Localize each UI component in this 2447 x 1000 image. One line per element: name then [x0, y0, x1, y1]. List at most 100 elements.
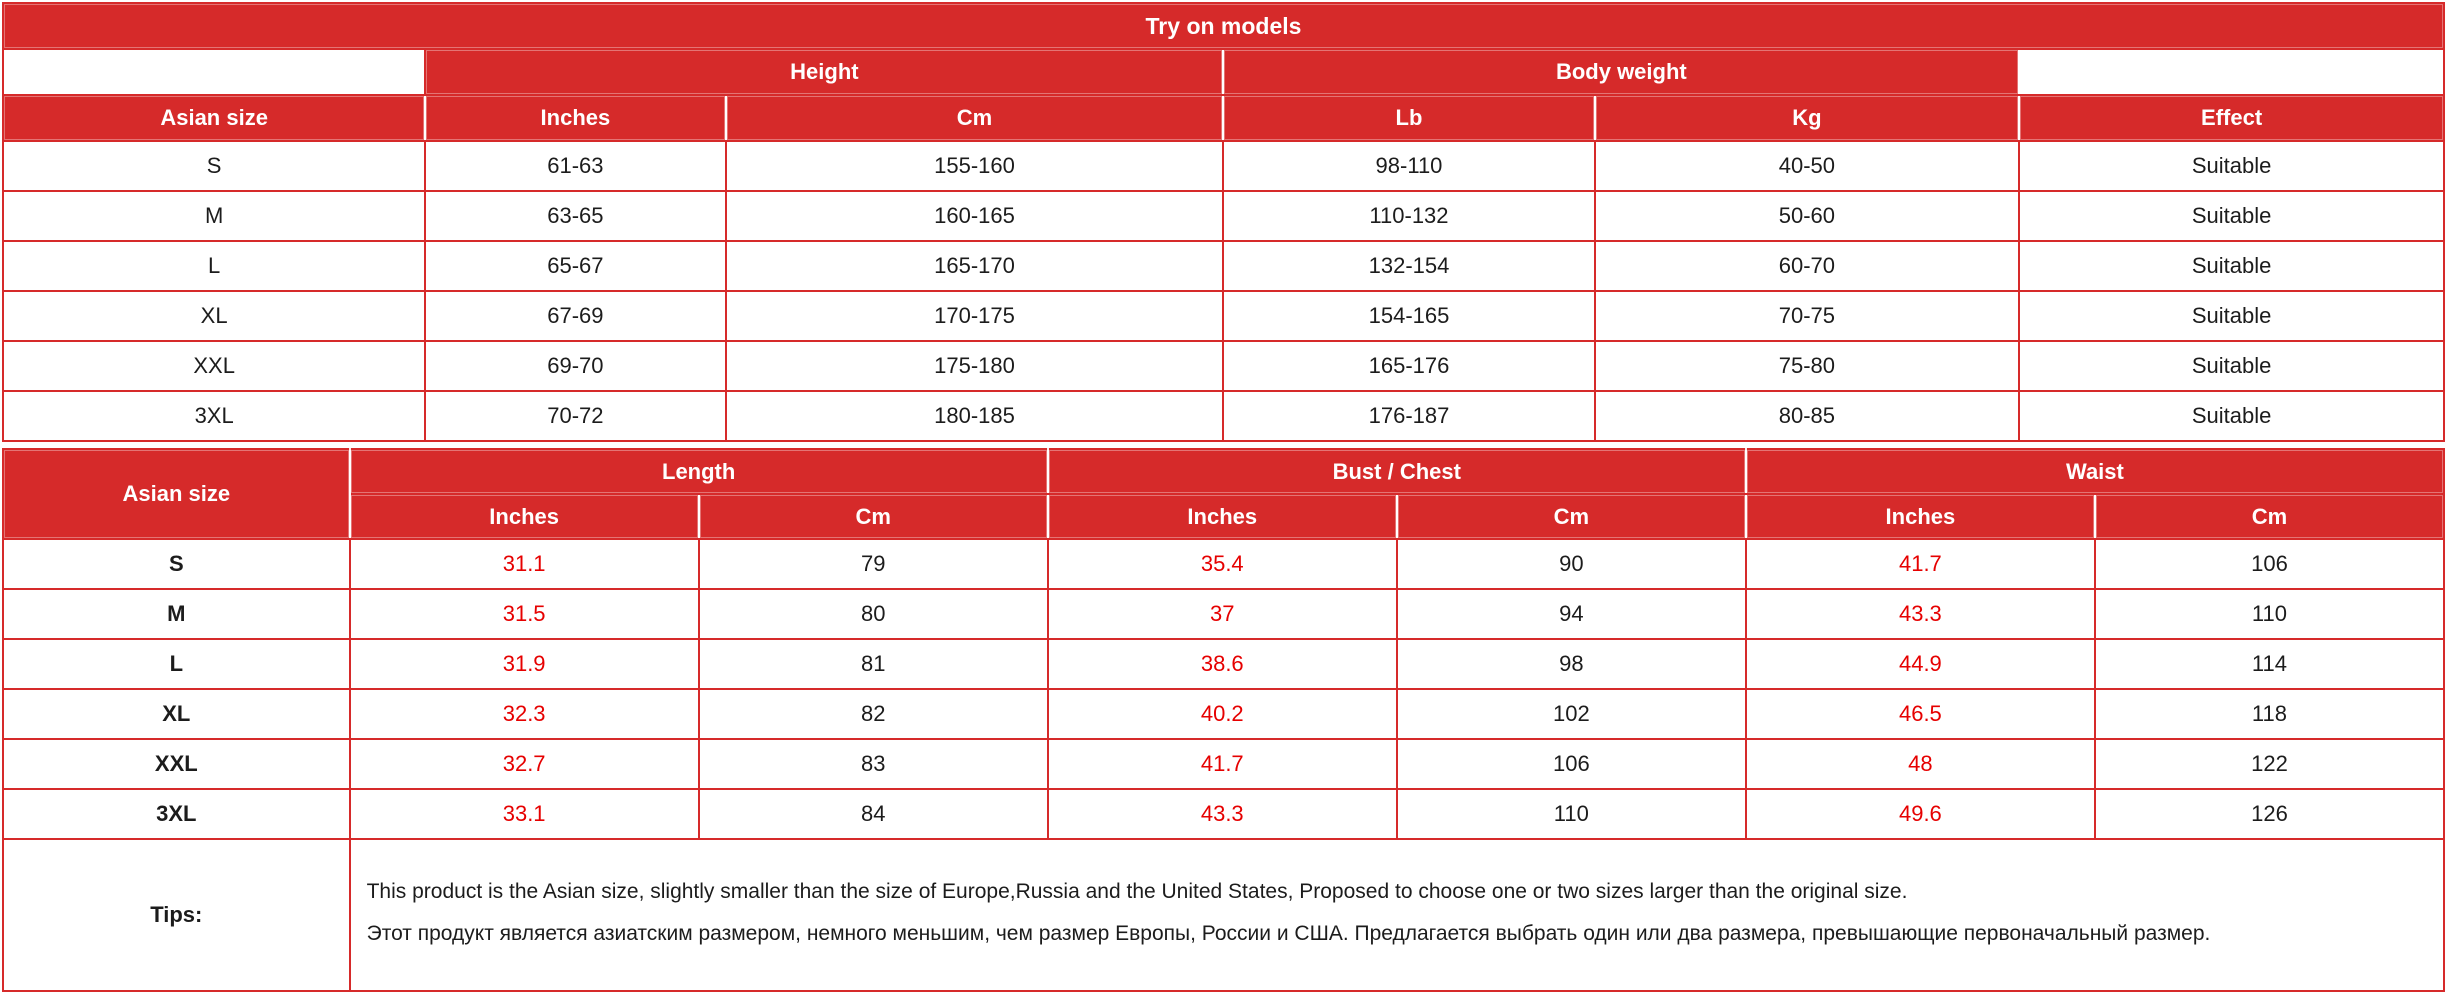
- waist-inches-cell: 44.9: [1744, 638, 2096, 690]
- tips-label: Tips:: [2, 838, 351, 992]
- effect-cell: Suitable: [2018, 390, 2445, 442]
- length-inches-cell: 31.5: [348, 588, 700, 640]
- length-inches-cell: 32.7: [348, 738, 700, 790]
- waist-cm-cell: 110: [2093, 588, 2446, 640]
- weight-lb-cell: 132-154: [1222, 240, 1596, 292]
- size-cell: XXL: [1, 340, 427, 392]
- title-row: Try on models: [2, 2, 2445, 50]
- bust-cm-cell: 94: [1395, 588, 1747, 640]
- try-on-models-table: Try on models Height Body weight Asian s…: [1, 2, 2445, 442]
- table-row: L 31.9 81 38.6 98 44.9 114: [2, 638, 2446, 690]
- table-row: S 61-63 155-160 98-110 40-50 Suitable: [1, 140, 2445, 192]
- waist-group-header: Waist: [1744, 448, 2446, 495]
- bust-inches-header: Inches: [1046, 493, 1398, 540]
- column-header-row: Asian size Inches Cm Lb Kg Effect: [1, 94, 2445, 142]
- effect-cell: Suitable: [2018, 190, 2445, 242]
- weight-lb-column-header: Lb: [1222, 94, 1596, 142]
- height-inches-column-header: Inches: [424, 94, 727, 142]
- length-cm-cell: 83: [697, 738, 1049, 790]
- table-row: M 31.5 80 37 94 43.3 110: [2, 588, 2446, 640]
- height-inches-cell: 70-72: [424, 390, 727, 442]
- length-cm-cell: 81: [697, 638, 1049, 690]
- height-inches-cell: 67-69: [424, 290, 727, 342]
- length-inches-header: Inches: [348, 493, 700, 540]
- table-title: Try on models: [2, 2, 2445, 50]
- bust-cm-header: Cm: [1395, 493, 1747, 540]
- size-cell: S: [2, 538, 351, 590]
- length-inches-cell: 31.1: [348, 538, 700, 590]
- bust-cm-cell: 106: [1395, 738, 1747, 790]
- weight-kg-cell: 75-80: [1593, 340, 2021, 392]
- table-row: S 31.1 79 35.4 90 41.7 106: [2, 538, 2446, 590]
- waist-inches-header: Inches: [1744, 493, 2096, 540]
- size-cell: L: [2, 638, 351, 690]
- garment-measurements-table: Asian size Length Bust / Chest Waist Inc…: [2, 448, 2446, 992]
- height-cm-cell: 175-180: [724, 340, 1225, 392]
- weight-lb-cell: 176-187: [1222, 390, 1596, 442]
- size-cell: L: [1, 240, 427, 292]
- group-header-row: Height Body weight: [1, 48, 2445, 96]
- height-inches-cell: 65-67: [424, 240, 727, 292]
- asian-size-header: Asian size: [2, 448, 351, 540]
- empty-corner-cell: [1, 48, 427, 96]
- bust-inches-cell: 41.7: [1046, 738, 1398, 790]
- tips-text: This product is the Asian size, slightly…: [348, 838, 2446, 992]
- waist-inches-cell: 41.7: [1744, 538, 2096, 590]
- waist-inches-cell: 48: [1744, 738, 2096, 790]
- weight-kg-cell: 50-60: [1593, 190, 2021, 242]
- waist-cm-cell: 114: [2093, 638, 2446, 690]
- length-cm-cell: 79: [697, 538, 1049, 590]
- height-cm-cell: 160-165: [724, 190, 1225, 242]
- size-cell: 3XL: [2, 788, 351, 840]
- waist-inches-cell: 43.3: [1744, 588, 2096, 640]
- height-cm-column-header: Cm: [724, 94, 1225, 142]
- size-cell: M: [2, 588, 351, 640]
- weight-lb-cell: 165-176: [1222, 340, 1596, 392]
- bust-cm-cell: 110: [1395, 788, 1747, 840]
- size-cell: S: [1, 140, 427, 192]
- bust-cm-cell: 98: [1395, 638, 1747, 690]
- bust-cm-cell: 90: [1395, 538, 1747, 590]
- table-row: 3XL 70-72 180-185 176-187 80-85 Suitable: [1, 390, 2445, 442]
- weight-kg-cell: 80-85: [1593, 390, 2021, 442]
- bust-inches-cell: 40.2: [1046, 688, 1398, 740]
- tips-row: Tips: This product is the Asian size, sl…: [2, 838, 2446, 992]
- length-cm-header: Cm: [697, 493, 1049, 540]
- waist-inches-cell: 49.6: [1744, 788, 2096, 840]
- height-cm-cell: 170-175: [724, 290, 1225, 342]
- body-weight-group-header: Body weight: [1222, 48, 2021, 96]
- tips-text-english: This product is the Asian size, slightly…: [366, 879, 1908, 903]
- length-inches-cell: 31.9: [348, 638, 700, 690]
- height-cm-cell: 165-170: [724, 240, 1225, 292]
- waist-cm-cell: 118: [2093, 688, 2446, 740]
- bust-inches-cell: 35.4: [1046, 538, 1398, 590]
- asian-size-column-header: Asian size: [1, 94, 427, 142]
- length-inches-cell: 32.3: [348, 688, 700, 740]
- weight-kg-cell: 40-50: [1593, 140, 2021, 192]
- height-cm-cell: 155-160: [724, 140, 1225, 192]
- weight-lb-cell: 110-132: [1222, 190, 1596, 242]
- waist-cm-cell: 122: [2093, 738, 2446, 790]
- weight-kg-cell: 60-70: [1593, 240, 2021, 292]
- effect-column-header: Effect: [2018, 94, 2445, 142]
- waist-cm-cell: 106: [2093, 538, 2446, 590]
- effect-cell: Suitable: [2018, 240, 2445, 292]
- length-inches-cell: 33.1: [348, 788, 700, 840]
- table-row: XL 32.3 82 40.2 102 46.5 118: [2, 688, 2446, 740]
- table-row: L 65-67 165-170 132-154 60-70 Suitable: [1, 240, 2445, 292]
- size-cell: 3XL: [1, 390, 427, 442]
- effect-cell: Suitable: [2018, 290, 2445, 342]
- height-cm-cell: 180-185: [724, 390, 1225, 442]
- height-group-header: Height: [424, 48, 1225, 96]
- empty-corner-cell: [2018, 48, 2445, 96]
- size-cell: M: [1, 190, 427, 242]
- length-group-header: Length: [348, 448, 1049, 495]
- table-row: XL 67-69 170-175 154-165 70-75 Suitable: [1, 290, 2445, 342]
- height-inches-cell: 69-70: [424, 340, 727, 392]
- table-row: XXL 69-70 175-180 165-176 75-80 Suitable: [1, 340, 2445, 392]
- bust-inches-cell: 38.6: [1046, 638, 1398, 690]
- weight-lb-cell: 98-110: [1222, 140, 1596, 192]
- height-inches-cell: 61-63: [424, 140, 727, 192]
- length-cm-cell: 80: [697, 588, 1049, 640]
